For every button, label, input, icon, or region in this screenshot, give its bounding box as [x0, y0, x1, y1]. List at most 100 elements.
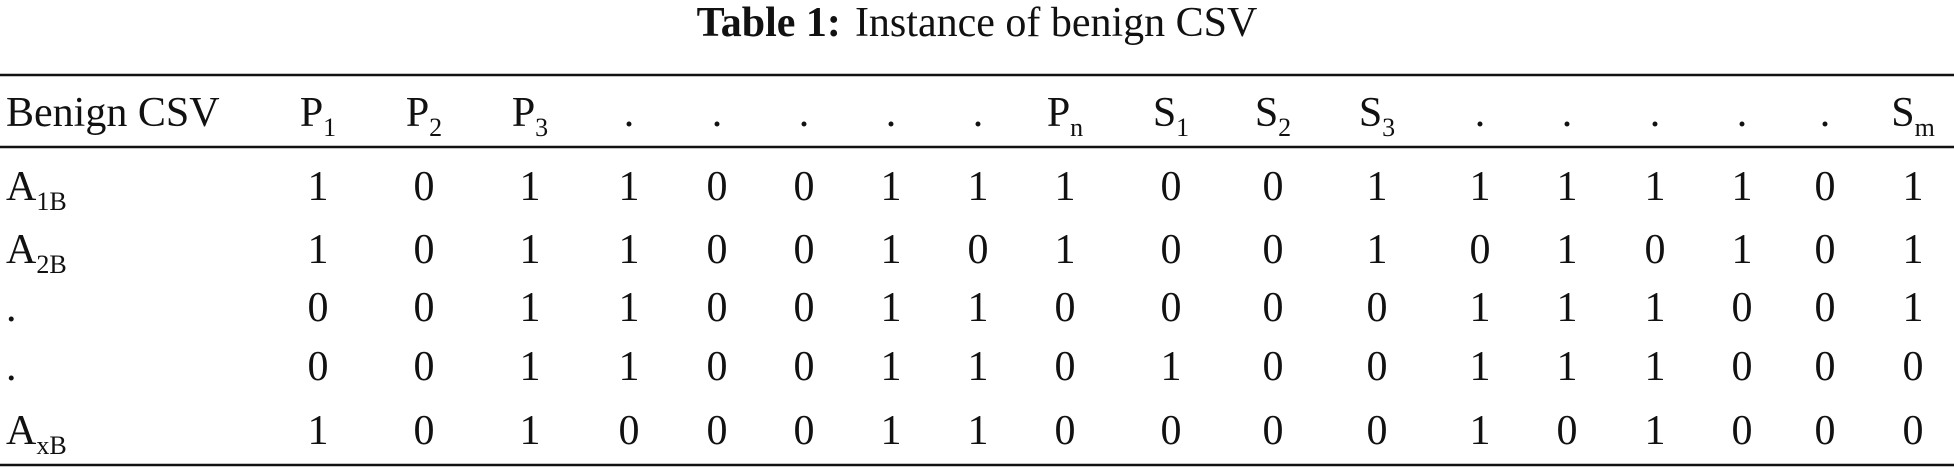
table-cell: 0	[707, 227, 728, 273]
header-cell-base: S	[1359, 90, 1382, 136]
table-cell: 0	[1161, 408, 1182, 454]
table-cell: 0	[794, 408, 815, 454]
table-cell: 0	[794, 227, 815, 273]
table-cell: 0	[1055, 285, 1076, 331]
header-cell-base: P	[512, 90, 535, 136]
table-cell: 0	[707, 408, 728, 454]
table-cell: 1	[881, 408, 902, 454]
header-cell: .	[624, 90, 635, 136]
table-cell: 0	[1367, 408, 1388, 454]
table-cell: 0	[308, 285, 329, 331]
table-cell: 1	[1161, 344, 1182, 390]
table-cell: 0	[794, 285, 815, 331]
table-cell: 1	[308, 408, 329, 454]
table-cell: 0	[1263, 408, 1284, 454]
table-cell: 1	[1557, 227, 1578, 273]
table-cell: 1	[1470, 164, 1491, 210]
row-label-base: A	[6, 408, 37, 454]
table-cell: 1	[1557, 285, 1578, 331]
row-label-base: A	[6, 164, 37, 210]
header-cell-sub: n	[1070, 113, 1083, 142]
table-cell: 1	[1645, 285, 1666, 331]
header-cell: S3	[1359, 90, 1395, 142]
table-cell: 0	[1263, 164, 1284, 210]
header-cell: Benign CSV	[6, 90, 220, 136]
table-cell: 0	[1161, 285, 1182, 331]
table-cell: 0	[707, 285, 728, 331]
header-cell-sub: 3	[1382, 113, 1395, 142]
table-cell: 1	[881, 344, 902, 390]
table-cell: 1	[1470, 408, 1491, 454]
header-cell-base: P	[300, 90, 323, 136]
table-cell: 0	[1815, 408, 1836, 454]
table-cell: 1	[520, 285, 541, 331]
table-cell: 1	[619, 164, 640, 210]
table-cell: 1	[1367, 227, 1388, 273]
table-cell: 0	[1815, 227, 1836, 273]
table-cell: 0	[1161, 227, 1182, 273]
table-cell: 0	[1557, 408, 1578, 454]
table-cell: 0	[1645, 227, 1666, 273]
table-cell: 1	[619, 285, 640, 331]
header-cell: S1	[1153, 90, 1189, 142]
header-cell-sub: 1	[323, 113, 336, 142]
row-label-sub: 1B	[36, 187, 66, 216]
table-cell: 1	[1645, 408, 1666, 454]
table-cell: 0	[1470, 227, 1491, 273]
caption-text: Instance of benign CSV	[855, 0, 1257, 46]
table-cell: 1	[619, 227, 640, 273]
table-cell: 0	[794, 344, 815, 390]
table-cell: 1	[619, 344, 640, 390]
table-cell: 1	[881, 164, 902, 210]
header-cell-sub: 3	[535, 113, 548, 142]
table-cell: 1	[968, 408, 989, 454]
row-label-base: A	[6, 227, 37, 273]
table-cell: 0	[968, 227, 989, 273]
table-cell: 0	[794, 164, 815, 210]
header-cell: .	[799, 90, 810, 136]
header-cell: P3	[512, 90, 548, 142]
table-cell: 1	[1367, 164, 1388, 210]
table-cell: 1	[520, 164, 541, 210]
table-cell: 1	[1903, 227, 1924, 273]
table-cell: 1	[1470, 344, 1491, 390]
table-cell: 0	[1732, 344, 1753, 390]
header-cell-sub: 1	[1176, 113, 1189, 142]
table-cell: 1	[968, 164, 989, 210]
table-cell: 0	[1055, 344, 1076, 390]
table-cell: 0	[308, 344, 329, 390]
table-cell: 1	[1470, 285, 1491, 331]
table-cell: 0	[414, 408, 435, 454]
row-label: .	[6, 285, 17, 331]
header-cell-sub: 2	[429, 113, 442, 142]
table-cell: 0	[1815, 285, 1836, 331]
header-cell-base: P	[1047, 90, 1070, 136]
row-label: .	[6, 344, 17, 390]
table-cell: 1	[1557, 164, 1578, 210]
table-cell: 1	[520, 408, 541, 454]
header-cell-base: S	[1891, 90, 1914, 136]
table-cell: 0	[1263, 285, 1284, 331]
header-cell: .	[1475, 90, 1486, 136]
table-cell: 0	[1263, 227, 1284, 273]
table-cell: 0	[1263, 344, 1284, 390]
table-cell: 0	[1367, 344, 1388, 390]
table-cell: 1	[520, 344, 541, 390]
table-cell: 0	[619, 408, 640, 454]
table-cell: 1	[308, 227, 329, 273]
table-cell: 0	[414, 164, 435, 210]
table-cell: 1	[881, 285, 902, 331]
table-cell: 0	[1815, 344, 1836, 390]
table-cell: 0	[414, 227, 435, 273]
table-cell: 1	[1732, 164, 1753, 210]
table-cell: 0	[1732, 408, 1753, 454]
table-cell: 1	[881, 227, 902, 273]
table-cell: 0	[707, 344, 728, 390]
table-cell: 0	[414, 344, 435, 390]
table-cell: 1	[1645, 164, 1666, 210]
table-cell: 1	[1732, 227, 1753, 273]
table-cell: 1	[1055, 227, 1076, 273]
header-cell: .	[1562, 90, 1573, 136]
header-cell: .	[1820, 90, 1831, 136]
